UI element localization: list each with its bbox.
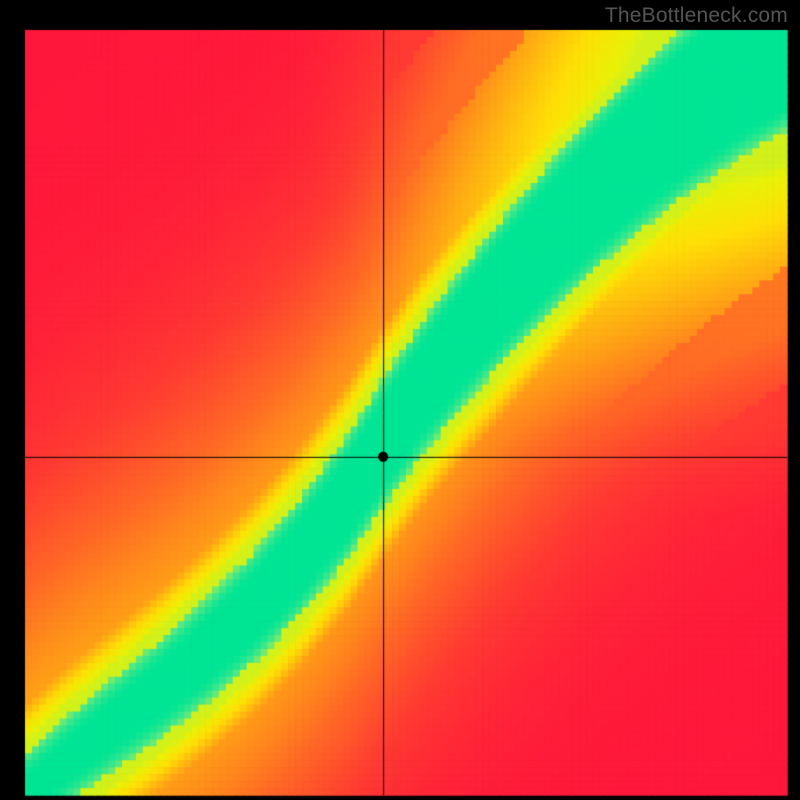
watermark-text: TheBottleneck.com <box>605 4 788 28</box>
chart-container: TheBottleneck.com <box>0 0 800 800</box>
bottleneck-heatmap <box>0 0 800 800</box>
